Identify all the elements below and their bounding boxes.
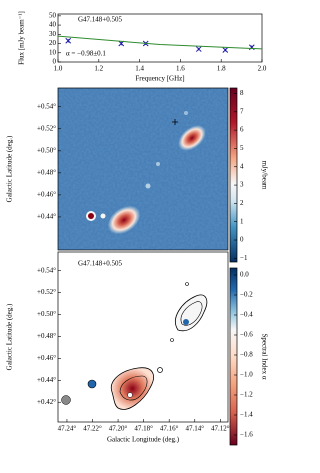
x-axis-label: Frequency [GHz] (135, 75, 184, 83)
y-axis-label: Galactic Latitude (deg.) (6, 303, 14, 370)
y-tick-label: +0.46° (37, 354, 56, 362)
colorbar (230, 268, 237, 445)
x-tick-label: 47.22° (83, 425, 102, 433)
colorbar-tick-label: 0 (240, 236, 244, 244)
colorbar-tick-label: −1.2 (240, 391, 253, 399)
colorbar-tick-label: −1.4 (240, 411, 253, 419)
colorbar (230, 88, 237, 262)
x-tick-label: 47.16° (160, 425, 179, 433)
colorbar-tick-label: 5 (240, 144, 244, 152)
point (65, 37, 72, 44)
colorbar-tick-label: 7 (240, 107, 244, 115)
colorbar-tick-label: −0.6 (240, 331, 253, 339)
spectral-index-image (58, 252, 228, 422)
x-axis-label: Galactic Longitude (deg.) (107, 436, 180, 444)
y-tick-label: 40 (49, 21, 57, 29)
fit-line (57, 35, 263, 50)
x-tick-label: 1.4 (135, 65, 144, 73)
y-axis-label: Galactic Latitude (deg.) (6, 135, 14, 202)
y-tick-label: +0.46° (37, 191, 56, 199)
colorbar-tick-label: 4 (240, 162, 244, 170)
y-tick-label: +0.54° (37, 102, 56, 110)
y-tick-label: +0.50° (37, 310, 56, 318)
plot-frame (57, 13, 263, 63)
x-tick-label: 47.14° (185, 425, 204, 433)
image-frame (57, 87, 229, 251)
image-frame (57, 251, 229, 423)
colorbar-tick-label: −1.6 (240, 431, 253, 439)
colorbar-tick-label: 0.0 (240, 271, 249, 279)
source-label: G47.148+0.505 (78, 260, 123, 268)
y-tick-label: +0.54° (37, 266, 56, 274)
colorbar-tick-label: −0.8 (240, 351, 253, 359)
colorbar-tick-label: 2 (240, 199, 244, 207)
y-tick-label: 20 (49, 39, 57, 47)
x-tick-label: 1.6 (176, 65, 185, 73)
colorbar-tick-label: 6 (240, 126, 244, 134)
x-tick-label: 47.18° (134, 425, 153, 433)
colorbar-tick-label: 1 (240, 217, 244, 225)
y-tick-label: +0.48° (37, 332, 56, 340)
point (195, 46, 202, 52)
source-label: G47.148+0.505 (78, 16, 123, 24)
colorbar-tick-label: −1.0 (240, 371, 253, 379)
colorbar-tick-label: 3 (240, 181, 244, 189)
y-tick-label: 50 (49, 11, 57, 19)
x-tick-label: 1.2 (94, 65, 103, 73)
y-axis-label: mJy/beam (260, 161, 268, 190)
y-tick-label: 0 (53, 58, 57, 66)
y-tick-label: +0.44° (37, 213, 56, 221)
x-tick-label: 47.24° (58, 425, 77, 433)
x-tick-label: 47.20° (109, 425, 128, 433)
colorbar-tick-label: −1 (240, 254, 248, 262)
x-tick-label: 2.0 (258, 65, 267, 73)
colorbar-frame (229, 87, 238, 263)
colorbar-tick-label: −0.2 (240, 291, 253, 299)
y-axis-label: Spectral Index α (260, 333, 268, 379)
y-tick-label: +0.44° (37, 376, 56, 384)
colorbar-tick-label: −0.4 (240, 311, 253, 319)
y-tick-label: +0.52° (37, 124, 56, 132)
y-tick-label: +0.52° (37, 288, 56, 296)
x-tick-label: 47.12° (211, 425, 230, 433)
fit-annotation: α = −0.98±0.1 (66, 50, 106, 58)
x-tick-label: 1.8 (217, 65, 226, 73)
y-tick-label: +0.50° (37, 146, 56, 154)
y-tick-label: +0.42° (37, 398, 56, 406)
y-tick-label: 10 (49, 48, 57, 56)
x-tick-label: 1.0 (54, 65, 63, 73)
point (222, 47, 229, 53)
radio-image (58, 88, 228, 250)
y-axis-label: Flux [mJy beam⁻¹] (18, 11, 26, 65)
y-tick-label: +0.48° (37, 168, 56, 176)
colorbar-frame (229, 267, 238, 446)
y-tick-label: 30 (49, 30, 57, 38)
colorbar-tick-label: 8 (240, 89, 244, 97)
